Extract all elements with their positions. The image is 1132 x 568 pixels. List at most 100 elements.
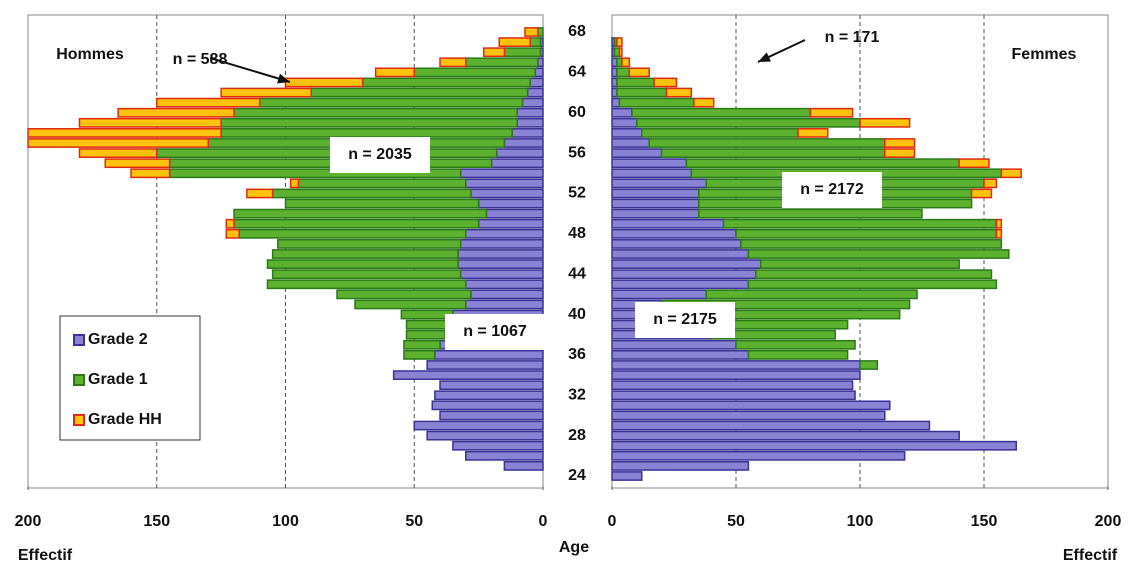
y-tick-label: 24	[568, 467, 586, 484]
bar-segment	[225, 218, 235, 229]
panel-title: Hommes	[56, 46, 124, 63]
bar-segment	[511, 128, 544, 138]
bar-segment	[705, 289, 918, 300]
bar-segment	[104, 158, 171, 169]
bar-segment	[521, 97, 544, 108]
bar-segment	[289, 178, 300, 189]
bar-segment	[611, 410, 886, 421]
bar-segment	[995, 228, 1003, 239]
bar-segment	[490, 158, 544, 169]
arrow-head	[277, 73, 290, 84]
x-tick-label: 200	[15, 513, 42, 530]
bar-segment	[611, 239, 742, 249]
bar-segment	[970, 188, 993, 199]
bar-segment	[611, 128, 643, 138]
annotation: n = 2035	[348, 146, 412, 163]
bar-segment	[628, 67, 650, 78]
annotation: n = 2172	[800, 181, 864, 198]
bar-segment	[611, 269, 757, 280]
bar-segment	[266, 279, 467, 290]
bar-segment	[459, 239, 544, 249]
bar-segment	[534, 67, 544, 78]
x-tick-label: 0	[539, 513, 548, 530]
bar-segment	[653, 77, 678, 88]
bar-segment	[485, 208, 544, 219]
bar-segment	[611, 450, 906, 461]
bar-segment	[495, 148, 544, 158]
x-tick-label: 0	[608, 513, 617, 530]
bar-segment	[439, 410, 544, 421]
x-tick-label: 100	[847, 513, 874, 530]
bar-segment	[611, 168, 693, 179]
bar-segment	[537, 27, 544, 37]
legend-label: Grade HH	[88, 411, 162, 428]
y-tick-label: 64	[568, 64, 586, 81]
bar-segment	[611, 420, 931, 431]
bar-segment	[503, 47, 542, 58]
bar-segment	[220, 128, 513, 138]
bar-segment	[503, 461, 544, 471]
bar-segment	[459, 269, 544, 280]
bar-segment	[611, 461, 750, 471]
bar-segment	[470, 289, 544, 300]
bar-segment	[413, 420, 544, 431]
y-tick-label: 36	[568, 346, 586, 363]
bar-segment	[439, 57, 467, 68]
bar-segment	[884, 138, 916, 148]
y-tick-label: 40	[568, 306, 586, 323]
bar-segment	[284, 198, 480, 209]
bar-segment	[641, 128, 799, 138]
annotation-box	[782, 172, 882, 208]
bar-segment	[259, 97, 524, 108]
bar-segment	[130, 168, 171, 179]
bar-segment	[660, 148, 886, 158]
x-axis-label: Effectif	[18, 547, 73, 564]
y-tick-label: 52	[568, 185, 586, 202]
bar-segment	[238, 228, 467, 239]
bar-segment	[516, 117, 544, 128]
bar-segment	[403, 339, 441, 350]
bar-segment	[747, 350, 849, 360]
y-tick-label: 68	[568, 23, 586, 40]
bar-segment	[611, 107, 633, 118]
bar-segment	[434, 350, 544, 360]
bar-segment	[611, 440, 1017, 451]
bar-segment	[859, 360, 879, 370]
x-axis-label: Effectif	[1063, 547, 1118, 564]
bar-segment	[516, 107, 544, 118]
bar-segment	[477, 198, 544, 209]
bar-segment	[611, 400, 891, 411]
bar-segment	[233, 218, 480, 229]
bar-segment	[611, 360, 861, 370]
bar-segment	[616, 37, 623, 47]
bar-segment	[220, 87, 312, 98]
bar-segment	[611, 138, 650, 148]
bar-segment	[611, 117, 638, 128]
bar-segment	[434, 390, 544, 401]
bar-segment	[426, 430, 544, 441]
bar-segment	[465, 178, 544, 189]
annotation: n = 171	[825, 29, 880, 46]
bar-segment	[747, 279, 998, 290]
bar-segment	[413, 67, 537, 78]
bar-segment	[220, 117, 518, 128]
y-tick-label: 32	[568, 386, 586, 403]
bar-segment	[465, 279, 544, 290]
bar-segment	[797, 128, 829, 138]
bar-segment	[246, 188, 274, 199]
bar-segment	[611, 228, 737, 239]
bar-segment	[611, 350, 750, 360]
bar-segment	[958, 158, 990, 169]
y-tick-label: 44	[568, 265, 586, 282]
bar-segment	[611, 198, 700, 209]
bar-segment	[233, 208, 488, 219]
bar-segment	[735, 339, 856, 350]
annotation: n = 1067	[463, 323, 527, 340]
legend-label: Grade 2	[88, 331, 148, 348]
bar-segment	[233, 107, 518, 118]
bar-segment	[465, 57, 539, 68]
bar-segment	[616, 87, 668, 98]
bar-segment	[465, 228, 544, 239]
y-tick-label: 48	[568, 225, 586, 242]
